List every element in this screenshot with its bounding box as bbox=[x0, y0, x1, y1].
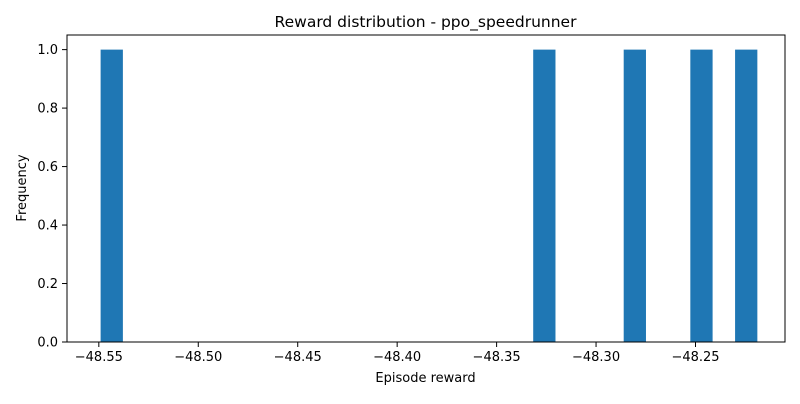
histogram-bar bbox=[533, 49, 556, 342]
y-tick-label: 0.8 bbox=[37, 102, 58, 117]
chart-title: Reward distribution - ppo_speedrunner bbox=[275, 13, 578, 32]
x-tick-label: −48.55 bbox=[75, 350, 123, 365]
y-axis: 0.0 0.2 0.4 0.6 0.8 1.0 bbox=[37, 43, 67, 351]
y-tick-label: 0.0 bbox=[37, 336, 58, 351]
x-axis: −48.55 −48.50 −48.45 −48.40 −48.35 −48.30 −48.… bbox=[75, 342, 720, 365]
x-tick-label: −48.30 bbox=[572, 350, 620, 365]
x-tick-label: −48.35 bbox=[473, 350, 521, 365]
histogram-bar bbox=[100, 49, 123, 342]
histogram-bar bbox=[623, 49, 646, 342]
x-tick-label: −48.40 bbox=[373, 350, 421, 365]
x-tick-label: −48.45 bbox=[274, 350, 322, 365]
x-tick-label: −48.50 bbox=[174, 350, 222, 365]
plot-frame bbox=[66, 34, 786, 343]
y-tick-label: 0.2 bbox=[37, 277, 58, 292]
y-tick-label: 0.4 bbox=[37, 219, 58, 234]
y-tick-label: 0.6 bbox=[37, 160, 58, 175]
histogram-bar bbox=[735, 49, 758, 342]
bars-layer bbox=[100, 49, 758, 342]
x-tick-label: −48.25 bbox=[671, 350, 719, 365]
x-axis-title: Episode reward bbox=[375, 371, 475, 386]
y-tick-label: 1.0 bbox=[37, 43, 58, 58]
histogram-bar bbox=[690, 49, 713, 342]
y-axis-title: Frequency bbox=[15, 154, 30, 221]
